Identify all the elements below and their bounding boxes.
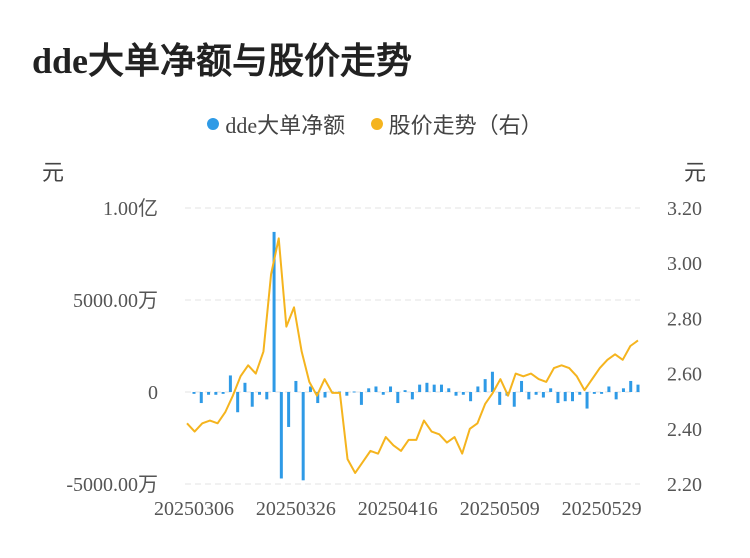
legend-item-dde[interactable]: dde大单净额 [207, 108, 345, 140]
bar[interactable] [396, 392, 400, 404]
bar[interactable] [418, 384, 422, 392]
bar[interactable] [483, 379, 487, 392]
bar[interactable] [454, 392, 458, 396]
bar[interactable] [243, 382, 247, 392]
bar[interactable] [352, 391, 356, 393]
bar[interactable] [520, 380, 524, 392]
bar[interactable] [207, 392, 211, 395]
right-tick-label: 2.80 [667, 308, 702, 330]
right-tick-label: 3.20 [667, 198, 702, 220]
bar[interactable] [527, 392, 531, 400]
x-axis-ticks: 20250306 20250326 20250416 20250509 20250529 [154, 498, 642, 520]
bar[interactable] [534, 392, 538, 395]
bar[interactable] [323, 392, 327, 398]
right-tick-label: 2.20 [667, 474, 702, 496]
bar[interactable] [228, 375, 232, 392]
bar[interactable] [607, 386, 611, 392]
bar[interactable] [403, 390, 407, 392]
bar[interactable] [236, 392, 240, 413]
bar[interactable] [374, 386, 378, 392]
bar[interactable] [308, 386, 312, 392]
bar[interactable] [439, 384, 443, 392]
bar[interactable] [585, 392, 589, 409]
price-line[interactable] [186, 237, 639, 474]
bar[interactable] [570, 392, 574, 402]
legend-item-price[interactable]: 股价走势（右） [370, 108, 543, 140]
bar[interactable] [199, 392, 203, 404]
bar[interactable] [410, 392, 414, 400]
left-axis-unit: 元 [42, 160, 65, 185]
left-axis-ticks: 1.00亿 5000.00万 0 -5000.00万 [66, 197, 158, 496]
bar[interactable] [600, 392, 604, 394]
bar[interactable] [447, 388, 451, 392]
bar[interactable] [287, 392, 291, 427]
legend-dot-price [370, 118, 383, 130]
bar[interactable] [265, 392, 269, 400]
bar[interactable] [541, 392, 545, 398]
left-tick-label: 1.00亿 [103, 197, 158, 220]
right-axis-unit: 元 [684, 160, 707, 185]
bar[interactable] [469, 392, 473, 402]
bar[interactable] [512, 392, 516, 407]
bar[interactable] [556, 392, 560, 404]
grid-lines [185, 207, 640, 485]
left-tick-label: -5000.00万 [66, 474, 158, 496]
bar[interactable] [621, 388, 625, 392]
bar[interactable] [367, 388, 371, 392]
x-tick-label: 20250326 [256, 498, 336, 520]
bar[interactable] [498, 392, 502, 405]
bar[interactable] [316, 392, 320, 404]
bar[interactable] [614, 392, 618, 400]
x-tick-label: 20250416 [358, 498, 438, 520]
bar[interactable] [192, 392, 196, 394]
bar[interactable] [294, 380, 298, 392]
right-tick-label: 2.60 [667, 364, 702, 386]
bar[interactable] [221, 392, 225, 394]
legend: dde大单净额 股价走势（右） [0, 108, 750, 140]
bar[interactable] [592, 392, 596, 394]
bar[interactable] [490, 371, 494, 392]
x-tick-label: 20250529 [562, 498, 642, 520]
bar[interactable] [636, 384, 640, 392]
bar[interactable] [301, 392, 305, 481]
bar[interactable] [272, 231, 276, 392]
bar[interactable] [425, 382, 429, 392]
bar[interactable] [214, 392, 218, 395]
x-tick-label: 20250306 [154, 498, 234, 520]
line-series [186, 237, 639, 474]
x-tick-label: 20250509 [460, 498, 540, 520]
left-tick-label: 5000.00万 [73, 290, 158, 312]
bar[interactable] [476, 386, 480, 392]
bar[interactable] [549, 388, 553, 392]
bar[interactable] [359, 392, 363, 405]
bar[interactable] [258, 392, 262, 395]
bar-series [192, 231, 640, 481]
right-axis-ticks: 3.20 3.00 2.80 2.60 2.40 2.20 [667, 198, 702, 496]
bar[interactable] [279, 392, 283, 479]
bar[interactable] [432, 384, 436, 392]
bar[interactable] [563, 392, 567, 402]
legend-label-price: 股价走势（右） [388, 113, 543, 138]
left-tick-label: 0 [148, 382, 158, 404]
chart-title: dde大单净额与股价走势 [32, 41, 413, 81]
right-tick-label: 2.40 [667, 419, 702, 441]
bar[interactable] [250, 392, 254, 407]
bar[interactable] [578, 392, 582, 395]
bar[interactable] [381, 392, 385, 395]
bar[interactable] [461, 392, 465, 395]
bar[interactable] [389, 386, 393, 392]
bar[interactable] [345, 392, 349, 396]
right-tick-label: 3.00 [667, 253, 702, 275]
legend-dot-dde [207, 118, 220, 130]
bar[interactable] [629, 380, 633, 392]
legend-label-dde: dde大单净额 [225, 113, 346, 138]
